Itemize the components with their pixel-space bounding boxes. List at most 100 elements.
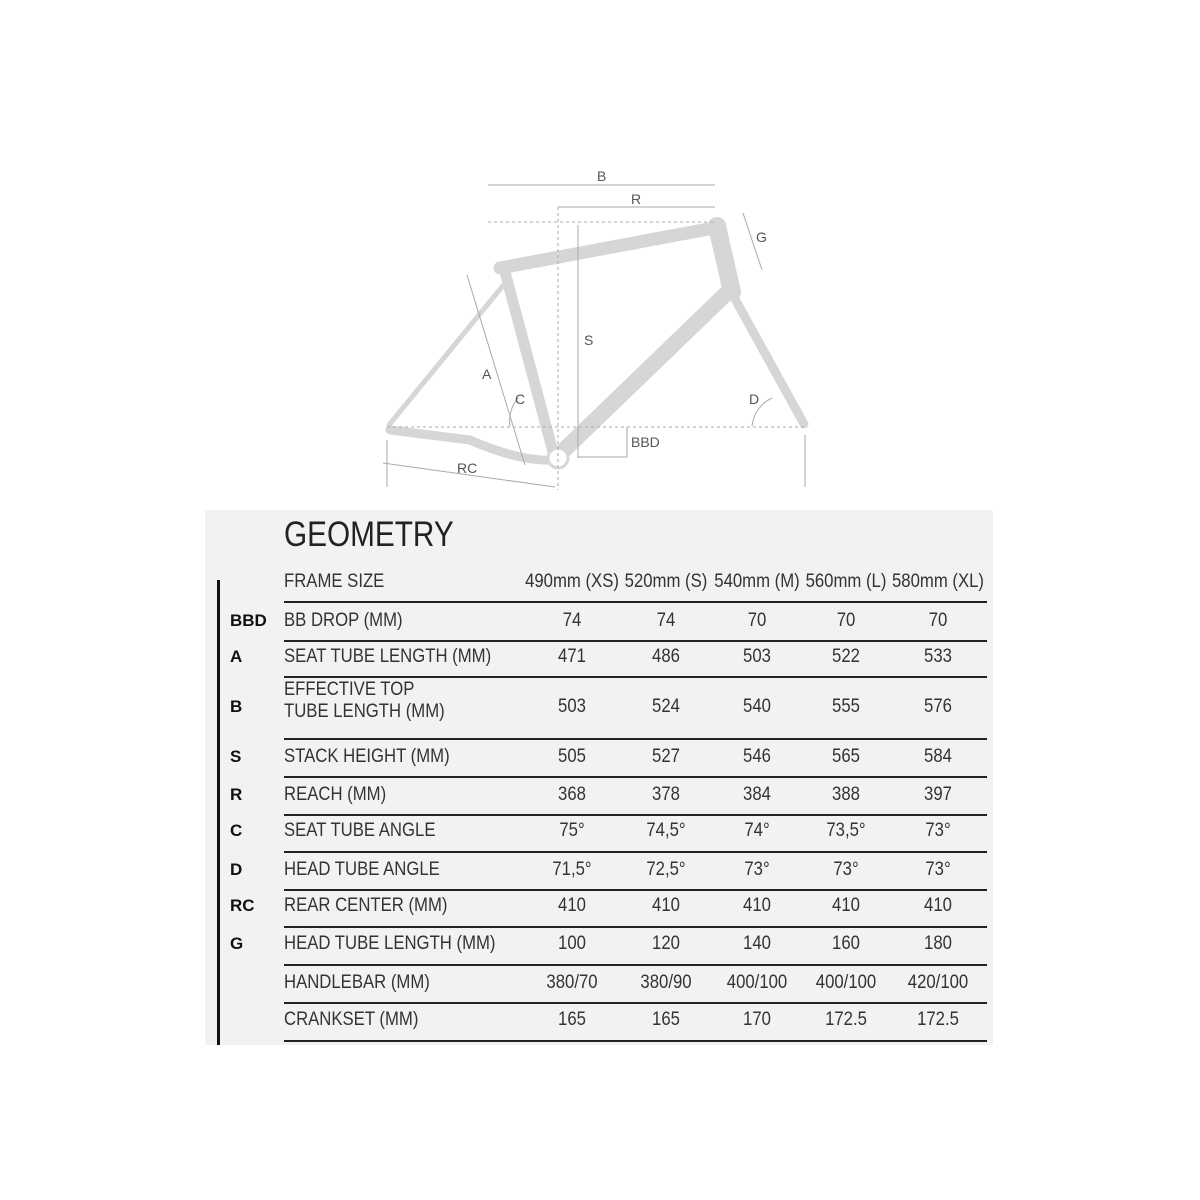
row-divider xyxy=(284,964,987,966)
value-cell: 524 xyxy=(652,696,680,717)
row-key: D xyxy=(230,860,243,879)
value-cell: 503 xyxy=(743,646,771,667)
value-cell: 100 xyxy=(558,933,586,954)
row-divider xyxy=(284,601,987,603)
row-divider xyxy=(284,851,987,853)
value-cell: 410 xyxy=(832,895,860,916)
frame-geometry-diagram: B R G S A C D BBD RC xyxy=(382,168,809,490)
row-label: SEAT TUBE LENGTH (MM) xyxy=(284,646,492,667)
value-cell: 555 xyxy=(832,696,860,717)
value-cell: 71,5° xyxy=(552,859,592,880)
row-divider xyxy=(284,814,987,816)
value-cell: 540 xyxy=(743,696,771,717)
value-cell: 410 xyxy=(924,895,952,916)
value-cell: 172.5 xyxy=(917,1009,959,1030)
row-key: B xyxy=(230,697,243,716)
value-cell: 380/90 xyxy=(640,972,692,993)
row-label: SEAT TUBE ANGLE xyxy=(284,820,436,841)
value-cell: 73° xyxy=(744,859,770,880)
value-cell: 180 xyxy=(924,933,952,954)
value-cell: 74 xyxy=(656,610,676,631)
dim-label-b: B xyxy=(597,168,606,184)
bike-frame xyxy=(385,217,809,470)
dim-label-r: R xyxy=(631,191,641,207)
value-cell: 170 xyxy=(743,1009,771,1030)
row-key: A xyxy=(230,647,243,666)
value-cell: 400/100 xyxy=(726,972,788,993)
row-divider xyxy=(284,676,987,678)
value-cell: 505 xyxy=(558,746,586,767)
dim-label-rc: RC xyxy=(457,460,477,476)
value-cell: 410 xyxy=(558,895,586,916)
value-cell: 565 xyxy=(832,746,860,767)
dim-label-s: S xyxy=(584,332,593,348)
value-cell: 527 xyxy=(652,746,680,767)
value-cell: 388 xyxy=(832,784,860,805)
value-cell: 72,5° xyxy=(646,859,686,880)
size-header: 520mm (S) xyxy=(624,571,708,592)
row-label: CRANKSET (MM) xyxy=(284,1009,419,1030)
dim-label-bbd: BBD xyxy=(631,434,660,450)
row-key: C xyxy=(230,821,243,840)
dim-label-g: G xyxy=(756,229,767,245)
dim-label-a: A xyxy=(482,366,492,382)
value-cell: 73° xyxy=(925,859,951,880)
row-label: REAR CENTER (MM) xyxy=(284,895,448,916)
value-cell: 533 xyxy=(924,646,952,667)
value-cell: 74,5° xyxy=(646,820,686,841)
row-key: S xyxy=(230,747,242,766)
value-cell: 546 xyxy=(743,746,771,767)
value-cell: 420/100 xyxy=(907,972,969,993)
value-cell: 471 xyxy=(558,646,586,667)
value-cell: 410 xyxy=(652,895,680,916)
size-header: 540mm (M) xyxy=(714,571,800,592)
dimension-lines xyxy=(382,184,806,490)
value-cell: 75° xyxy=(559,820,585,841)
row-label: BB DROP (MM) xyxy=(284,610,403,631)
row-label: HEAD TUBE LENGTH (MM) xyxy=(284,933,496,954)
value-cell: 74° xyxy=(744,820,770,841)
value-cell: 410 xyxy=(743,895,771,916)
value-cell: 172.5 xyxy=(825,1009,867,1030)
row-label: STACK HEIGHT (MM) xyxy=(284,746,450,767)
key-column-bar xyxy=(217,580,220,1045)
value-cell: 70 xyxy=(928,610,948,631)
value-cell: 70 xyxy=(747,610,767,631)
row-label: HEAD TUBE ANGLE xyxy=(284,859,440,880)
size-header: 490mm (XS) xyxy=(525,571,619,592)
value-cell: 378 xyxy=(652,784,680,805)
row-divider xyxy=(284,1040,987,1042)
value-cell: 397 xyxy=(924,784,952,805)
value-cell: 400/100 xyxy=(815,972,877,993)
row-divider xyxy=(284,776,987,778)
value-cell: 70 xyxy=(836,610,856,631)
row-key: RC xyxy=(230,896,255,915)
row-key: R xyxy=(230,785,243,804)
size-header: 580mm (XL) xyxy=(892,571,984,592)
row-divider xyxy=(284,640,987,642)
value-cell: 165 xyxy=(558,1009,586,1030)
page-title: GEOMETRY xyxy=(284,515,454,554)
dim-label-c: C xyxy=(515,391,525,407)
row-divider xyxy=(284,1002,987,1004)
row-key: BBD xyxy=(230,611,267,630)
value-cell: 380/70 xyxy=(546,972,598,993)
value-cell: 73° xyxy=(925,820,951,841)
row-key: G xyxy=(230,934,244,953)
value-cell: 522 xyxy=(832,646,860,667)
row-divider xyxy=(284,738,987,740)
row-divider xyxy=(284,926,987,928)
frame-size-label: FRAME SIZE xyxy=(284,571,385,592)
row-label: REACH (MM) xyxy=(284,784,387,805)
size-header: 560mm (L) xyxy=(805,571,887,592)
value-cell: 576 xyxy=(924,696,952,717)
row-label: EFFECTIVE TOP TUBE LENGTH (MM) xyxy=(284,679,445,722)
value-cell: 120 xyxy=(652,933,680,954)
value-cell: 368 xyxy=(558,784,586,805)
row-label: HANDLEBAR (MM) xyxy=(284,972,430,993)
value-cell: 503 xyxy=(558,696,586,717)
value-cell: 73,5° xyxy=(826,820,866,841)
value-cell: 160 xyxy=(832,933,860,954)
value-cell: 584 xyxy=(924,746,952,767)
value-cell: 140 xyxy=(743,933,771,954)
